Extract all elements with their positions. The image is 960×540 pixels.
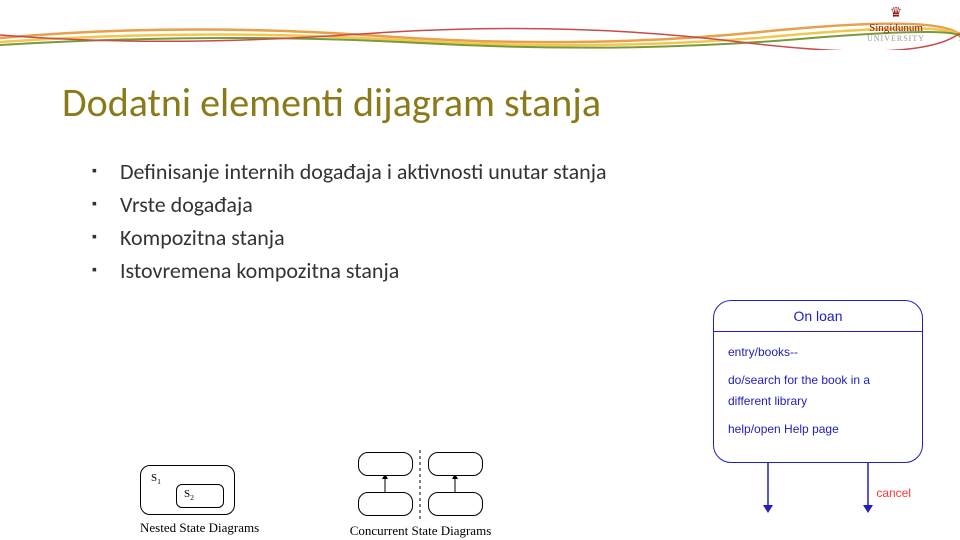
logo-text: Singidunum — [867, 22, 925, 34]
state-s2-label: S2 — [184, 488, 194, 502]
bullet-item: Vrste događaja — [92, 188, 607, 221]
nested-state-diagram: S1 S2 Nested State Diagrams — [140, 465, 259, 536]
concurrent-diagram-label: Concurrent State Diagrams — [348, 523, 493, 539]
state-entry-line: help/open Help page — [728, 419, 908, 439]
university-logo: ♛ Singidunum UNIVERSITY — [867, 5, 925, 43]
on-loan-state-diagram: On loan entry/books-- do/search for the … — [713, 300, 923, 518]
concurrent-state-diagram: Concurrent State Diagrams — [348, 450, 493, 539]
slide-title: Dodatni elementi dijagram stanja — [62, 78, 601, 127]
bullet-item: Definisanje internih događaja i aktivnos… — [92, 155, 607, 188]
state-body: entry/books-- do/search for the book in … — [714, 332, 922, 462]
bullet-list: Definisanje internih događaja i aktivnos… — [92, 155, 607, 287]
bullet-item: Kompozitna stanja — [92, 221, 607, 254]
cancel-label: cancel — [876, 486, 911, 500]
state-entry-line: entry/books-- — [728, 342, 908, 362]
bullet-item: Istovremena kompozitna stanja — [92, 254, 607, 287]
state-title: On loan — [714, 301, 922, 332]
state-entry-line: do/search for the book in a different li… — [728, 370, 908, 411]
nested-diagram-label: Nested State Diagrams — [140, 520, 259, 536]
logo-icon: ♛ — [867, 5, 925, 22]
logo-subtitle: UNIVERSITY — [867, 34, 925, 43]
diagram-area: S1 S2 Nested State Diagrams Concurrent S… — [0, 310, 960, 540]
header-wave — [0, 20, 960, 50]
state-s1-label: S1 — [151, 472, 161, 486]
